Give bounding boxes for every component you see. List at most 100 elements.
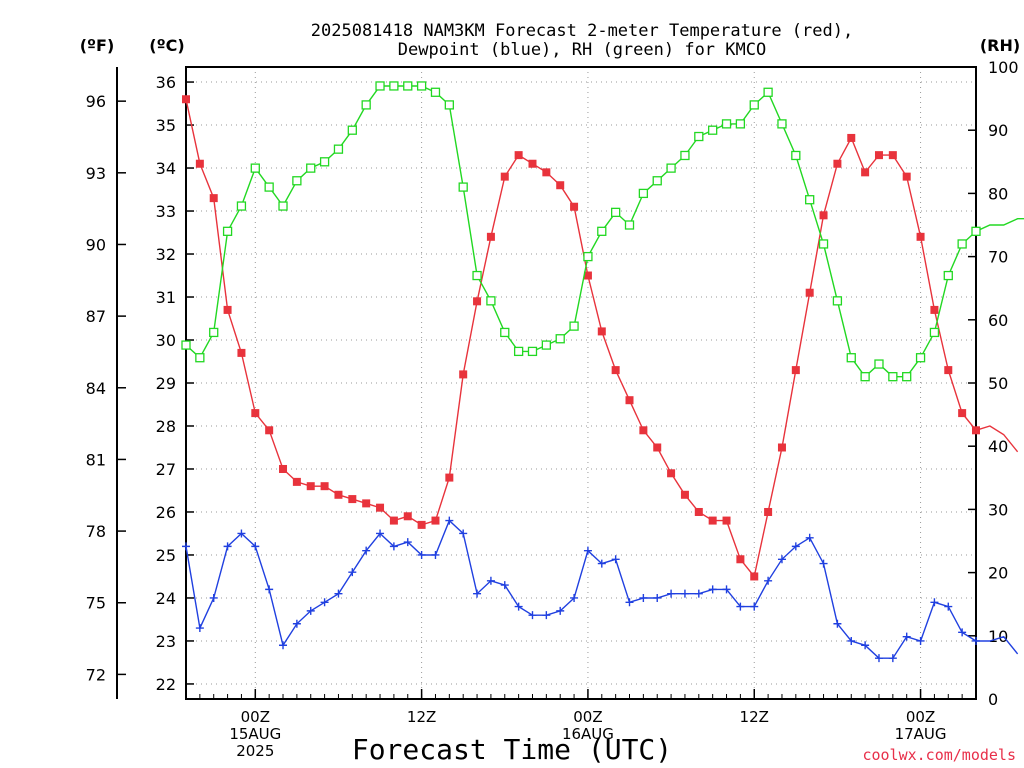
- fahrenheit-tick-label: 93: [86, 164, 106, 183]
- dewpoint-point: [528, 611, 537, 620]
- temperature-point: [722, 516, 731, 525]
- dewpoint-point: [583, 546, 592, 555]
- rh-point: [721, 119, 732, 129]
- dewpoint-point: [417, 550, 426, 559]
- rh-tick-label: 60: [988, 311, 1008, 330]
- dewpoint-point: [611, 555, 620, 564]
- rh-point: [403, 81, 413, 91]
- temperature-point: [653, 443, 662, 452]
- fahrenheit-tick-label: 87: [86, 307, 106, 326]
- dewpoint-point: [750, 602, 759, 611]
- fahrenheit-tick-label: 96: [86, 92, 106, 111]
- dewpoint-point: [791, 542, 800, 551]
- dewpoint-point: [667, 589, 676, 598]
- rh-point: [250, 163, 260, 173]
- dewpoint-point: [292, 619, 301, 628]
- temperature-point: [459, 370, 468, 379]
- celsius-tick-label: 32: [156, 245, 176, 264]
- dewpoint-point: [597, 559, 606, 568]
- temperature-point: [833, 159, 842, 168]
- rh-point: [444, 100, 454, 110]
- dewpoint-point: [265, 585, 274, 594]
- temperature-point: [874, 151, 883, 160]
- rh-point: [680, 150, 690, 161]
- rh-point: [527, 346, 538, 357]
- temperature-point: [237, 348, 246, 357]
- temperature-point: [791, 366, 800, 375]
- rh-point: [902, 372, 912, 382]
- rh-tick-label: 70: [988, 248, 1008, 267]
- temperature-point: [736, 555, 745, 564]
- rh-point: [735, 119, 746, 129]
- rh-point: [777, 119, 787, 129]
- temperature-point: [292, 477, 301, 486]
- temperature-point: [847, 133, 856, 142]
- rh-point: [486, 296, 496, 306]
- temperature-point: [445, 473, 454, 482]
- dewpoint-point: [500, 581, 509, 590]
- rh-tick-label: 40: [988, 437, 1008, 456]
- dewpoint-point: [251, 542, 260, 551]
- rh-point: [610, 207, 621, 218]
- rh-point: [513, 346, 524, 357]
- temperature-point: [473, 297, 482, 306]
- rh-point: [860, 372, 870, 382]
- fahrenheit-axis-ticks: 72 75 78 81 84 87 90 93 96: [86, 92, 126, 684]
- temperature-point: [279, 464, 288, 473]
- dewpoint-point: [653, 593, 662, 602]
- dewpoint-point: [376, 529, 385, 538]
- temperature-point: [819, 211, 828, 220]
- celsius-tick-label: 27: [156, 460, 176, 479]
- rh-point: [888, 372, 898, 382]
- temperature-point: [625, 396, 634, 405]
- dewpoint-point: [902, 632, 911, 641]
- rh-point: [929, 327, 940, 338]
- fahrenheit-tick-label: 78: [86, 522, 106, 541]
- celsius-unit-label: (ºC): [149, 36, 184, 55]
- time-tick-label: 00Z: [241, 708, 270, 726]
- dewpoint-point: [320, 598, 329, 607]
- temperature-point: [403, 512, 412, 521]
- dewpoint-point: [972, 636, 980, 645]
- temperature-point: [334, 490, 343, 499]
- temperature-point: [958, 409, 967, 418]
- temperature-point: [209, 194, 218, 203]
- dewpoint-point: [722, 585, 731, 594]
- temperature-point: [750, 572, 759, 581]
- dewpoint-point: [403, 538, 412, 547]
- celsius-tick-label: 34: [156, 159, 176, 178]
- rh-point: [222, 226, 233, 236]
- rh-point: [416, 81, 427, 91]
- temperature-point: [861, 168, 870, 177]
- temperature-point: [916, 232, 925, 241]
- rh-point: [541, 340, 552, 350]
- dewpoint-point: [570, 593, 579, 602]
- temperature-point: [556, 181, 565, 190]
- temperature-point: [680, 490, 689, 499]
- dewpoint-point: [223, 542, 232, 551]
- temperature-point: [708, 516, 717, 525]
- celsius-tick-label: 33: [156, 202, 176, 221]
- rh-point: [361, 100, 371, 110]
- rh-point: [583, 251, 593, 262]
- celsius-tick-label: 24: [156, 589, 176, 608]
- celsius-tick-label: 30: [156, 331, 176, 350]
- celsius-tick-label: 26: [156, 503, 176, 522]
- rh-tick-label: 20: [988, 564, 1008, 583]
- dewpoint-point: [861, 641, 870, 650]
- celsius-tick-label: 22: [156, 675, 176, 694]
- rh-point: [236, 201, 247, 211]
- temperature-point: [805, 288, 814, 297]
- rh-point: [209, 327, 219, 338]
- dewpoint-point: [334, 589, 343, 598]
- dewpoint-point: [209, 593, 218, 602]
- fahrenheit-tick-label: 75: [86, 594, 106, 613]
- fahrenheit-unit-label: (ºF): [80, 36, 115, 55]
- temperature-point: [583, 271, 592, 280]
- dewpoint-point: [958, 628, 967, 637]
- chart-title-line1: 2025081418 NAM3KM Forecast 2-meter Tempe…: [311, 21, 853, 41]
- temperature-point: [972, 426, 980, 435]
- dewpoint-point: [736, 602, 745, 611]
- rh-point: [333, 144, 344, 154]
- dewpoint-point: [445, 516, 454, 525]
